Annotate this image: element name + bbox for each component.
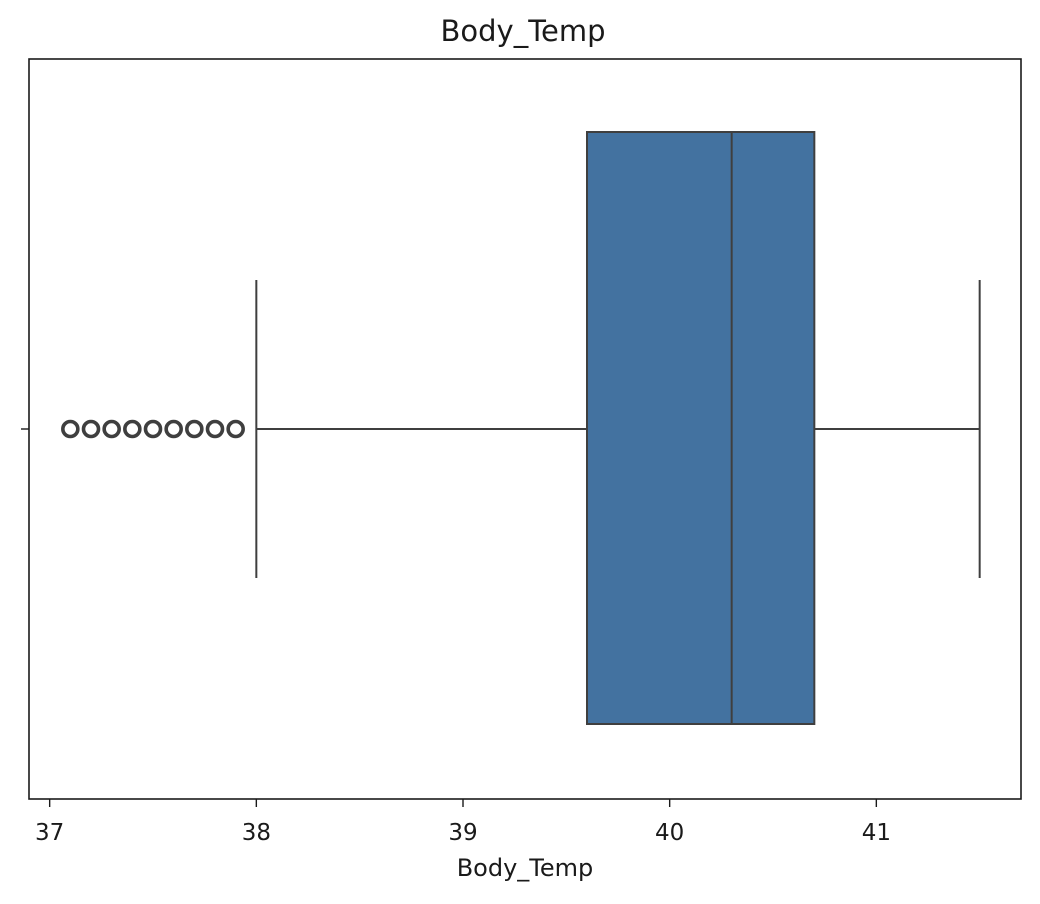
chart-title: Body_Temp [441,14,606,48]
outlier-point [123,419,142,439]
x-tick-label: 41 [862,820,891,846]
outlier-point [185,419,204,439]
boxplot-marks [61,131,981,725]
outlier-point [61,419,80,439]
outlier-point [226,419,245,439]
x-tick-label: 39 [448,820,477,846]
outlier-point [81,419,101,439]
x-tick-label: 40 [655,820,684,846]
outlier-point [102,419,121,439]
outlier-point [164,419,183,439]
outlier-point [143,419,163,439]
x-axis-ticks: 37 38 39 40 41 [35,799,891,846]
x-tick-label: 38 [242,820,271,846]
x-tick-label: 37 [35,820,64,846]
iqr-box [586,131,816,725]
x-axis-label: Body_Temp [457,854,594,882]
outlier-point [205,419,225,439]
